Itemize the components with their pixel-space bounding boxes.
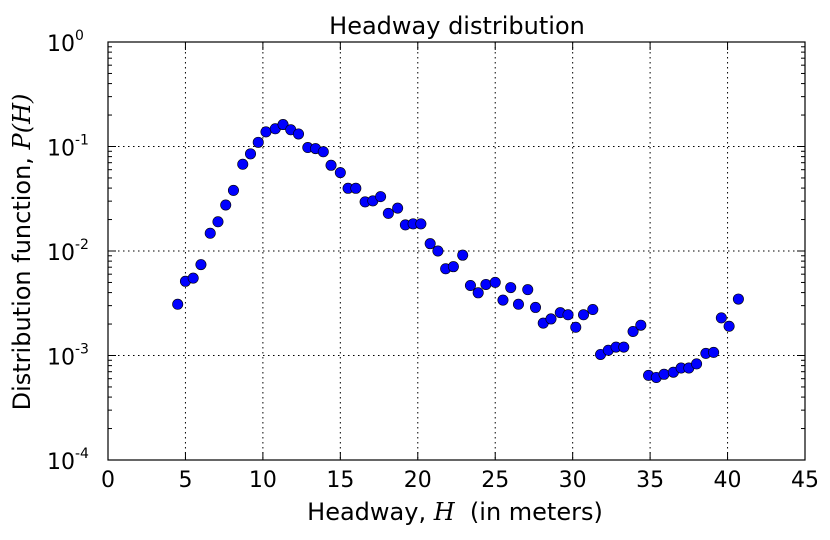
data-point	[570, 321, 582, 333]
data-point	[334, 167, 346, 179]
y-tick-label: 10-3	[47, 342, 89, 371]
data-point	[277, 119, 289, 131]
x-tick-label: 20	[404, 468, 432, 493]
data-point	[260, 126, 272, 138]
x-tick-label: 30	[559, 468, 587, 493]
data-point	[457, 249, 469, 261]
data-point	[497, 294, 509, 306]
data-point	[587, 304, 599, 316]
data-point	[382, 207, 394, 219]
data-point	[489, 276, 501, 288]
data-point	[505, 282, 517, 294]
data-point	[325, 159, 337, 171]
data-point	[392, 202, 404, 214]
x-tick-label: 5	[178, 468, 192, 493]
data-point	[522, 284, 534, 296]
data-point	[424, 238, 436, 250]
data-point	[350, 182, 362, 194]
data-point	[529, 301, 541, 313]
data-point	[195, 259, 207, 271]
data-point	[317, 146, 329, 158]
data-point	[464, 279, 476, 291]
data-point	[212, 216, 224, 228]
y-tick-label: 10-4	[47, 446, 89, 475]
data-point	[447, 261, 459, 273]
x-tick-label: 15	[326, 468, 354, 493]
x-tick-label: 35	[636, 468, 664, 493]
data-point	[472, 287, 484, 299]
data-point	[375, 191, 387, 203]
data-point	[732, 293, 744, 305]
plot-frame	[107, 41, 806, 461]
x-tick-label: 10	[249, 468, 277, 493]
data-point	[172, 298, 184, 310]
data-point	[578, 309, 590, 321]
x-axis-ticks: 0 5 10 15 20 25 30 35 40 45	[101, 42, 819, 493]
data-point	[244, 148, 256, 160]
data-point	[227, 184, 239, 196]
x-tick-label: 0	[101, 468, 115, 493]
data-point	[635, 319, 647, 331]
data-point	[204, 227, 216, 239]
data-point	[627, 325, 639, 337]
grid	[108, 42, 805, 460]
data-point	[187, 272, 199, 284]
x-tick-label: 25	[481, 468, 509, 493]
data-point	[432, 245, 444, 257]
data-point	[293, 128, 305, 140]
data-point	[708, 346, 720, 358]
data-point	[715, 312, 727, 324]
data-point	[237, 158, 249, 170]
y-tick-label: 100	[47, 28, 84, 57]
data-point	[220, 199, 232, 211]
y-tick-label: 10-2	[47, 237, 89, 266]
data-point	[415, 218, 427, 230]
data-point	[658, 368, 670, 380]
y-axis-label: Distribution function, P(H)	[8, 94, 36, 411]
data-points	[172, 119, 744, 383]
data-point	[723, 320, 735, 332]
chart-title: Headway distribution	[329, 12, 585, 40]
x-tick-label: 40	[714, 468, 742, 493]
data-point	[691, 358, 703, 370]
x-axis-label: Headway, H (in meters)	[307, 498, 603, 526]
data-point	[562, 309, 574, 321]
data-point	[618, 341, 630, 353]
data-point	[545, 313, 557, 325]
y-axis-ticks: 100 10-1 10-2 10-3 10-4	[47, 28, 805, 475]
data-point	[480, 278, 492, 290]
y-tick-label: 10-1	[47, 133, 89, 162]
data-point	[252, 136, 264, 148]
data-point	[512, 298, 524, 310]
x-tick-label: 45	[791, 468, 819, 493]
